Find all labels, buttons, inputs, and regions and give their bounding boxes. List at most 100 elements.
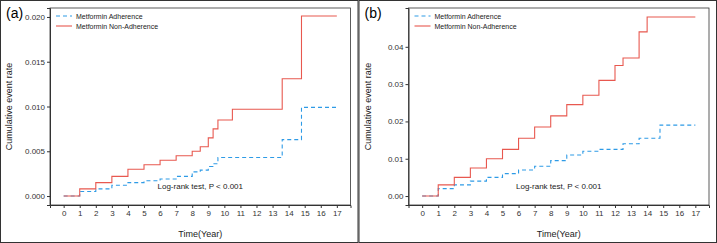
y-tick: 0.01 xyxy=(388,155,409,164)
x-tick-mark xyxy=(647,205,648,208)
x-tick: 4 xyxy=(126,205,131,218)
x-tick: 8 xyxy=(190,205,195,218)
x-tick: 2 xyxy=(453,205,458,218)
y-tick-mark xyxy=(47,151,50,152)
legend: Metformin AdherenceMetformin Non-Adheren… xyxy=(415,13,517,30)
x-tick-mark xyxy=(256,205,257,208)
y-tick-label: 0.01 xyxy=(388,155,404,164)
x-tick-label: 14 xyxy=(643,209,652,218)
x-tick: 14 xyxy=(643,205,652,218)
x-tick-mark xyxy=(535,205,536,208)
y-axis-line xyxy=(47,9,51,206)
x-tick-label: 11 xyxy=(237,209,246,218)
x-tick-mark xyxy=(551,205,552,208)
y-tick: 0.02 xyxy=(388,117,409,126)
x-tick-label: 0 xyxy=(62,209,67,218)
x-tick-mark xyxy=(519,205,520,208)
panel-label: (b) xyxy=(365,5,382,21)
y-tick-mark xyxy=(406,84,409,85)
y-tick: 0.010 xyxy=(25,103,50,112)
x-tick-mark xyxy=(112,205,113,208)
panel: 012345678910111213141516170.000.010.020.… xyxy=(359,1,717,243)
x-tick-label: 4 xyxy=(126,209,131,218)
x-tick-mark xyxy=(438,205,439,208)
y-tick-label: 0.000 xyxy=(25,192,46,201)
y-tick-label: 0.020 xyxy=(25,13,46,22)
panel-border xyxy=(359,1,717,243)
x-tick: 0 xyxy=(420,205,425,218)
x-tick-mark xyxy=(321,205,322,208)
x-tick-mark xyxy=(663,205,664,208)
y-tick-mark xyxy=(47,196,50,197)
x-tick-label: 12 xyxy=(611,209,620,218)
series-line xyxy=(422,17,695,196)
y-axis-title: Cumulative event rate xyxy=(363,63,373,151)
x-tick-label: 10 xyxy=(220,209,229,218)
x-tick-mark xyxy=(422,205,423,208)
x-tick-label: 10 xyxy=(579,209,588,218)
x-tick-label: 8 xyxy=(549,209,554,218)
panel-border xyxy=(1,1,359,243)
series-line xyxy=(64,16,337,196)
x-tick: 17 xyxy=(691,205,700,218)
x-tick-mark xyxy=(615,205,616,208)
y-tick: 0.020 xyxy=(25,13,50,22)
x-tick: 15 xyxy=(659,205,668,218)
x-tick: 0 xyxy=(62,205,67,218)
y-tick-mark xyxy=(406,121,409,122)
x-tick: 16 xyxy=(317,205,326,218)
x-tick-label: 7 xyxy=(174,209,179,218)
x-tick-label: 3 xyxy=(110,209,115,218)
x-axis-line xyxy=(51,206,352,209)
x-tick-label: 6 xyxy=(158,209,163,218)
y-tick: 0.03 xyxy=(388,80,409,89)
annotation: Log-rank test, P < 0.001 xyxy=(158,182,244,191)
x-tick-label: 6 xyxy=(517,209,522,218)
x-tick-label: 3 xyxy=(469,209,474,218)
legend-item: Metformin Adherence xyxy=(56,13,143,20)
y-tick-label: 0.04 xyxy=(388,43,404,52)
x-tick: 11 xyxy=(595,205,604,218)
x-tick-mark xyxy=(305,205,306,208)
x-tick-label: 15 xyxy=(659,209,668,218)
x-axis: 01234567891011121314151617 xyxy=(51,205,352,218)
x-tick: 11 xyxy=(237,205,246,218)
x-tick-label: 5 xyxy=(501,209,506,218)
x-tick-label: 2 xyxy=(94,209,99,218)
x-tick: 8 xyxy=(549,205,554,218)
x-axis-title: Time(Year) xyxy=(178,229,222,239)
x-tick-label: 2 xyxy=(453,209,458,218)
legend-label: Metformin Non-Adherence xyxy=(76,23,158,30)
annotation: Log-rank test, P < 0.001 xyxy=(516,182,602,191)
legend-item: Metformin Non-Adherence xyxy=(56,23,158,30)
y-tick-mark xyxy=(406,159,409,160)
x-tick-mark xyxy=(583,205,584,208)
x-tick: 16 xyxy=(675,205,684,218)
panel: 012345678910111213141516170.0000.0050.01… xyxy=(1,1,359,243)
x-tick-mark xyxy=(144,205,145,208)
series-group xyxy=(64,16,337,196)
x-tick: 2 xyxy=(94,205,99,218)
x-tick: 1 xyxy=(437,205,442,218)
x-tick: 13 xyxy=(269,205,278,218)
y-tick-label: 0.00 xyxy=(388,192,404,201)
x-tick-mark xyxy=(64,205,65,208)
legend-item: Metformin Non-Adherence xyxy=(415,23,517,30)
legend-swatch xyxy=(56,15,72,16)
legend-label: Metformin Non-Adherence xyxy=(435,23,517,30)
x-tick-mark xyxy=(454,205,455,208)
x-tick: 6 xyxy=(158,205,163,218)
x-tick: 1 xyxy=(78,205,83,218)
x-tick-mark xyxy=(289,205,290,208)
x-tick-mark xyxy=(128,205,129,208)
x-axis-title: Time(Year) xyxy=(537,229,581,239)
x-tick-mark xyxy=(160,205,161,208)
x-tick-mark xyxy=(337,205,338,208)
x-tick-mark xyxy=(208,205,209,208)
y-axis-title: Cumulative event rate xyxy=(4,63,14,151)
x-tick-mark xyxy=(503,205,504,208)
x-tick-label: 11 xyxy=(595,209,604,218)
x-tick-label: 8 xyxy=(190,209,195,218)
plot-area: 012345678910111213141516170.000.010.020.… xyxy=(388,8,710,218)
y-tick-label: 0.02 xyxy=(388,117,404,126)
